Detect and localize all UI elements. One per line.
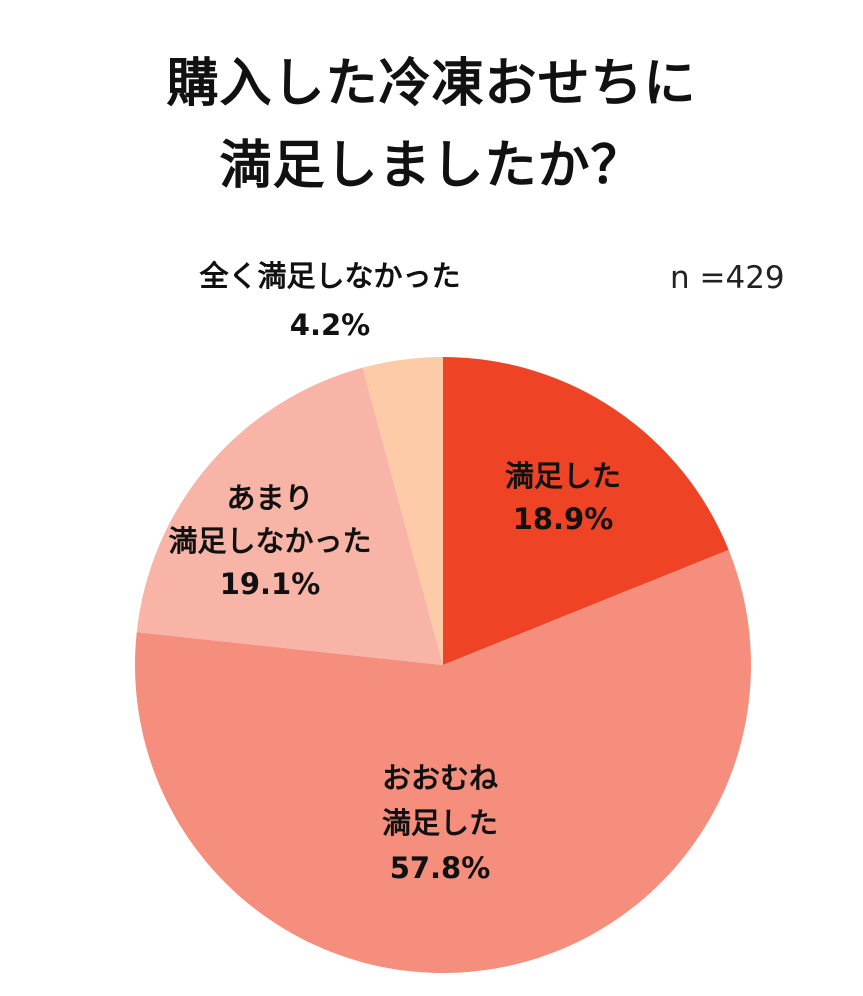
- pie-slice-satisfied: [443, 357, 729, 665]
- label-text: 全く満足しなかった: [199, 259, 461, 293]
- label-text: 満足した: [504, 459, 621, 493]
- label-value: 18.9%: [512, 502, 614, 536]
- pie-slice-not-very-satisfied: [136, 367, 443, 665]
- label-value: 19.1%: [219, 567, 321, 601]
- label-value: 4.2%: [289, 308, 371, 342]
- chart-title-line-2: 満足しましたか？: [219, 136, 644, 196]
- pie-slice-mostly-satisfied: [135, 549, 752, 973]
- label-value: 57.8%: [389, 851, 491, 885]
- label-text: 満足しなかった: [168, 524, 372, 558]
- label-not-at-all: 全く満足しなかった 4.2%: [150, 262, 510, 340]
- sample-size: n =429: [670, 260, 785, 296]
- label-text: あまり: [226, 481, 314, 515]
- label-not-very-satisfied: あまり 満足しなかった 19.1%: [130, 484, 410, 599]
- pie-slice-not-at-all: [362, 357, 443, 665]
- label-satisfied: 満足した 18.9%: [473, 462, 653, 534]
- label-text: おおむね: [381, 761, 498, 795]
- chart-title-line-1: 購入した冷凍おせちに: [166, 54, 697, 114]
- label-text: 満足した: [381, 806, 498, 840]
- label-mostly-satisfied: おおむね 満足した 57.8%: [340, 764, 540, 883]
